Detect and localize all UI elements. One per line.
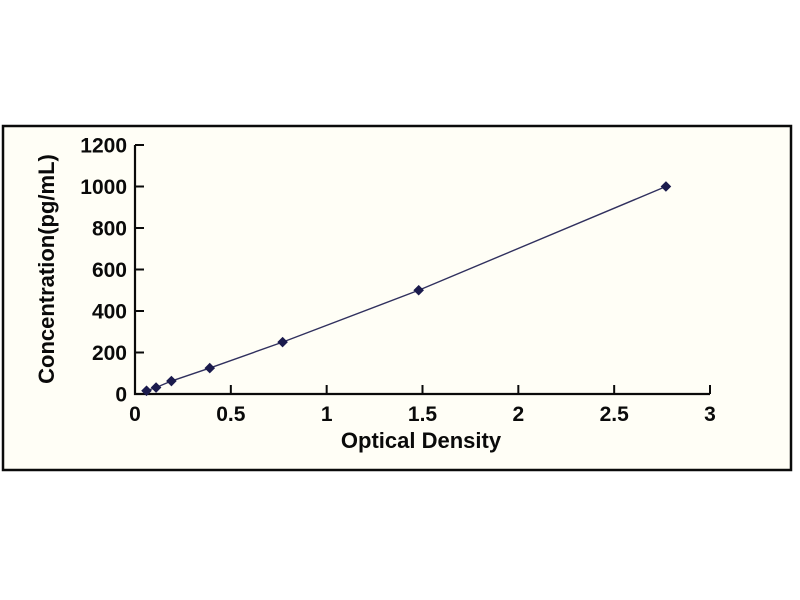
x-axis-tick-label: 2 <box>512 403 524 426</box>
x-axis-tick-label: 1 <box>321 403 333 426</box>
x-axis-tick-label: 0.5 <box>216 403 246 426</box>
y-axis-title: Concentration(pg/mL) <box>34 154 59 384</box>
x-axis-tick-label: 0 <box>129 403 141 426</box>
data-point-marker <box>660 181 672 192</box>
y-axis-tick-label: 1200 <box>80 135 127 158</box>
y-axis-tick-label: 200 <box>92 342 127 365</box>
data-point-marker <box>277 336 288 348</box>
x-axis-tick-label: 1.5 <box>408 403 438 426</box>
data-point-marker <box>150 382 162 393</box>
x-axis-title: Optical Density <box>340 428 502 453</box>
x-axis-tick-label: 2.5 <box>600 403 630 426</box>
data-point-marker <box>141 385 152 397</box>
y-axis-tick-label: 800 <box>92 218 127 241</box>
data-point-marker <box>166 375 177 387</box>
y-axis-tick-label: 1000 <box>80 176 127 199</box>
x-axis-tick-label: 3 <box>704 403 716 426</box>
y-axis-tick-label: 600 <box>92 259 127 282</box>
y-axis-tick-label: 0 <box>115 384 127 407</box>
data-point-marker <box>413 284 424 296</box>
data-point-marker <box>204 362 216 374</box>
y-axis-tick-label: 400 <box>92 301 127 324</box>
